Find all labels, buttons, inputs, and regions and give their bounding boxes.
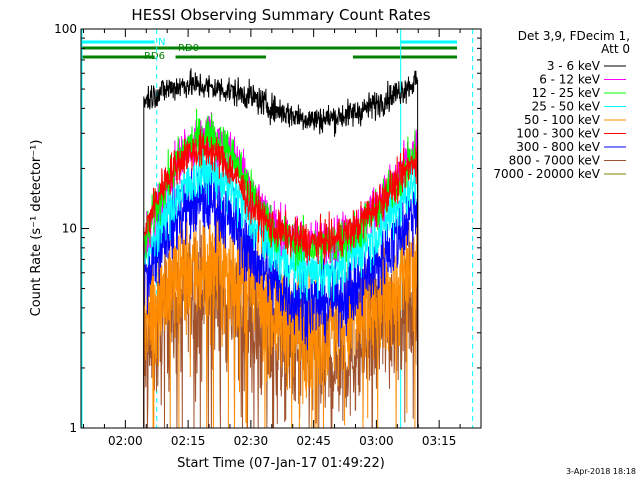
series-line-3	[143, 139, 419, 429]
series-line-0	[143, 68, 419, 429]
legend-entry-label: 800 - 7000 keV	[509, 154, 601, 168]
x-tick-label: 02:30	[234, 434, 269, 448]
legend-entry-label: 100 - 300 keV	[516, 127, 600, 141]
legend-entry-label: 12 - 25 keV	[532, 86, 601, 100]
y-tick-label: 100	[54, 22, 77, 36]
x-tick-label: 03:15	[422, 434, 457, 448]
x-axis-label: Start Time (07-Jan-17 01:49:22)	[177, 456, 385, 471]
legend-entry-label: 25 - 50 keV	[532, 100, 601, 114]
y-axis-label: Count Rate (s⁻¹ detector⁻¹)	[29, 140, 44, 317]
x-tick-label: 02:45	[296, 434, 331, 448]
series-line-4	[143, 199, 419, 429]
y-tick-label: 1	[69, 421, 77, 435]
flag-bar-label: N	[158, 37, 165, 48]
flag-bar-label: RD0	[178, 43, 199, 54]
series-line-5	[143, 128, 419, 429]
x-tick-label: 02:15	[171, 434, 206, 448]
legend-entry-label: 6 - 12 keV	[539, 73, 601, 87]
x-tick-label: 02:00	[108, 434, 143, 448]
x-tick-label: 03:00	[359, 434, 394, 448]
legend-entry-label: 300 - 800 keV	[516, 140, 600, 154]
y-tick-label: 10	[62, 222, 77, 236]
legend-entry-label: 3 - 6 keV	[547, 59, 601, 73]
axes: 02:00 02:15 02:30 02:45 03:00 03:15 1 10 100	[54, 22, 482, 448]
flag-bars: N RD0 RD6	[81, 37, 457, 62]
legend-entry-label: 50 - 100 keV	[524, 113, 601, 127]
series-group	[143, 68, 419, 429]
series-line-6	[143, 161, 419, 429]
chart-title: HESSI Observing Summary Count Rates	[131, 6, 430, 24]
legend-entry-label: 7000 - 20000 keV	[493, 167, 600, 181]
legend-title: Det 3,9, FDecim 1,	[518, 29, 630, 43]
flag-bar-label: RD6	[144, 51, 165, 62]
footer-date: 3-Apr-2018 18:18	[566, 467, 636, 476]
legend-title-continued: Att 0	[601, 42, 630, 56]
